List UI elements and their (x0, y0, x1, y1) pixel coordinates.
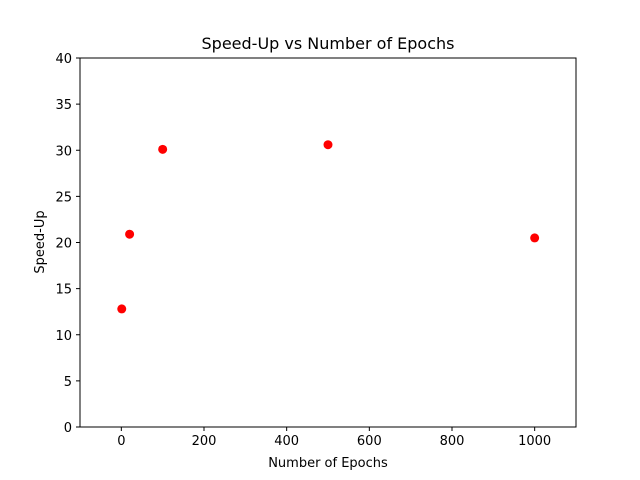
x-tick-label: 0 (117, 434, 125, 449)
data-point (125, 229, 135, 239)
y-tick-label: 30 (55, 144, 72, 159)
y-tick-label: 15 (55, 283, 72, 298)
data-points (117, 140, 540, 314)
y-tick-label: 20 (55, 237, 72, 252)
chart-title: Speed-Up vs Number of Epochs (202, 34, 455, 53)
y-tick-label: 25 (55, 190, 72, 205)
data-point (158, 144, 168, 154)
y-axis-label: Speed-Up (33, 210, 48, 273)
y-axis-ticks: 0 5 10 15 20 25 30 35 40 (55, 52, 80, 436)
data-point (117, 304, 127, 314)
y-tick-label: 5 (64, 375, 72, 390)
x-tick-label: 800 (440, 434, 465, 449)
y-tick-label: 35 (55, 98, 72, 113)
x-axis-label: Number of Epochs (268, 456, 388, 471)
x-tick-label: 400 (274, 434, 299, 449)
x-axis-ticks: 0 200 400 600 800 1000 (117, 427, 551, 449)
x-tick-label: 600 (357, 434, 382, 449)
y-tick-label: 10 (55, 329, 72, 344)
y-tick-label: 40 (55, 52, 72, 67)
data-point (530, 233, 540, 243)
plot-area (79, 57, 577, 428)
data-point (323, 140, 333, 150)
x-tick-label: 1000 (518, 434, 551, 449)
y-tick-label: 0 (64, 421, 72, 436)
x-tick-label: 200 (192, 434, 217, 449)
